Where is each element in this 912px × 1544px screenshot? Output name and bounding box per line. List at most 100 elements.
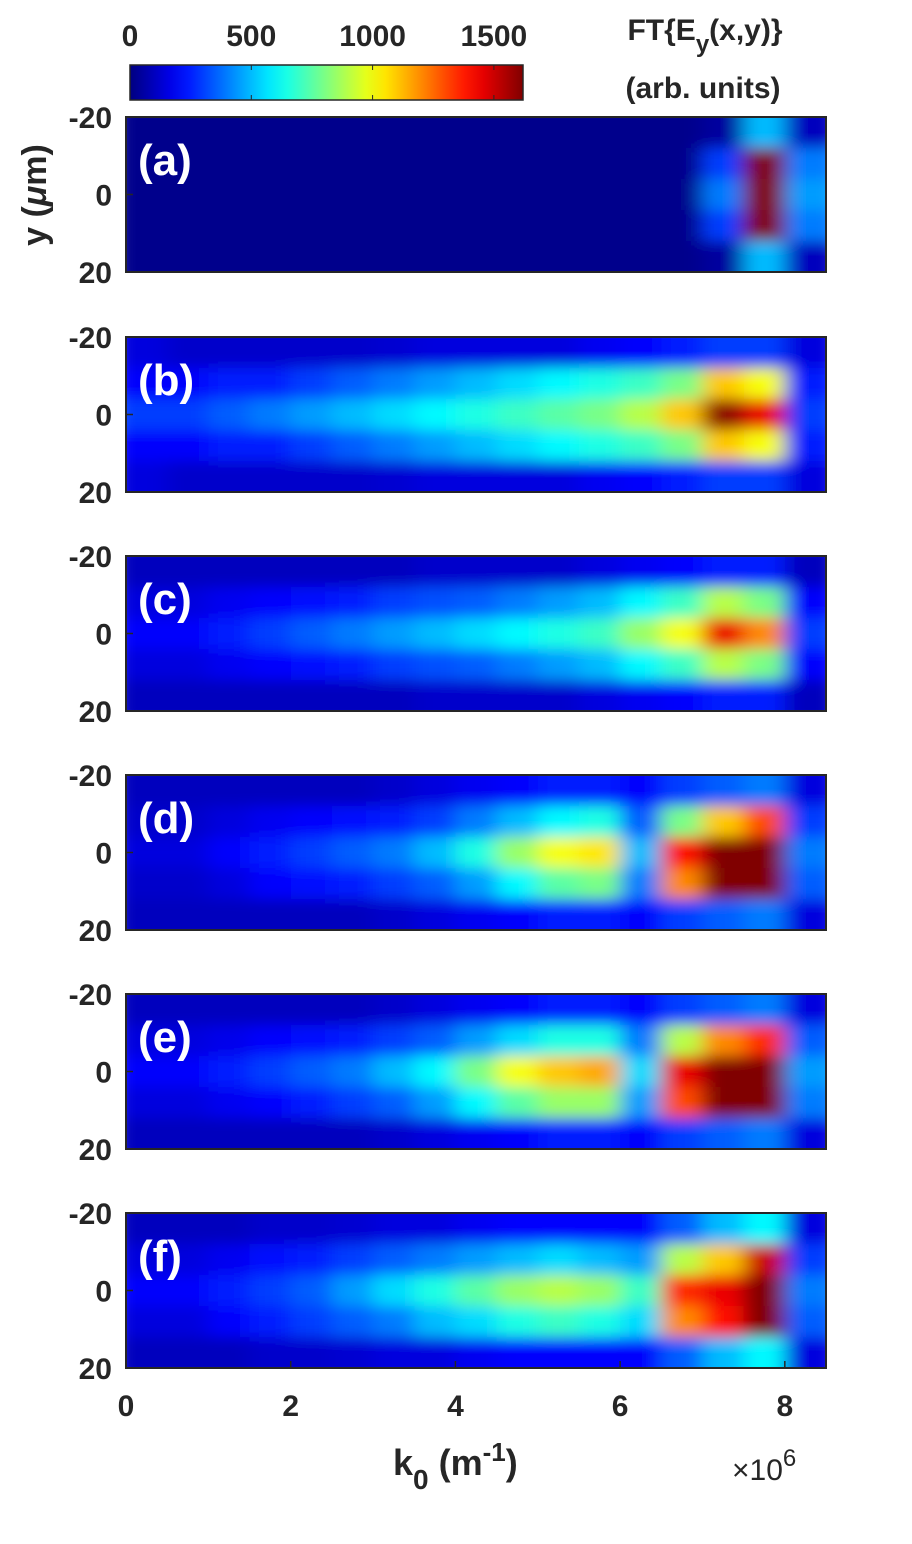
heatmap-cell — [373, 587, 415, 619]
heatmap-cell — [578, 806, 621, 838]
heatmap-cell — [661, 806, 703, 838]
heatmap-cell — [537, 618, 580, 650]
heatmap-cell — [496, 117, 539, 149]
heatmap-cell — [373, 210, 415, 242]
colorbar — [129, 64, 524, 101]
y-tick-label: 20 — [79, 477, 112, 510]
heatmap-cell — [784, 1087, 826, 1119]
heatmap-cell — [373, 241, 415, 272]
heatmap-cell — [661, 210, 703, 242]
heatmap-cell — [414, 680, 456, 711]
heatmap-cell — [537, 461, 580, 492]
heatmap-cell — [661, 368, 703, 400]
heatmap-cell — [249, 1275, 292, 1307]
heatmap-cell — [373, 680, 415, 711]
heatmap-cell — [578, 1213, 621, 1245]
heatmap-cell — [455, 556, 498, 588]
heatmap-cell — [167, 649, 209, 681]
heatmap-cell — [496, 368, 539, 400]
heatmap-cell — [784, 556, 826, 588]
heatmap-cell — [414, 1056, 456, 1088]
heatmap-cell — [414, 868, 456, 900]
heatmap-cell — [578, 868, 621, 900]
heatmap-cell — [743, 148, 786, 180]
panel-label: (b) — [138, 356, 194, 405]
heatmap-cell — [249, 1056, 292, 1088]
heatmap-cell — [702, 241, 745, 272]
heatmap-cell — [702, 1118, 745, 1149]
heatmap-cell — [249, 368, 292, 400]
heatmap-cell — [167, 1275, 209, 1307]
heatmap-cell — [249, 179, 292, 211]
heatmap-cell — [373, 1087, 415, 1119]
heatmap-cell — [620, 1275, 662, 1307]
heatmap-cell — [208, 210, 251, 242]
heatmap-cell — [167, 117, 209, 149]
heatmap-cell — [167, 368, 209, 400]
heatmap-cell — [661, 241, 703, 272]
heatmap-cell — [126, 649, 168, 681]
heatmap-cell — [290, 618, 333, 650]
heatmap-cell — [126, 117, 168, 149]
heatmap-cell — [167, 1087, 209, 1119]
heatmap-cell — [167, 680, 209, 711]
heatmap-cell — [249, 899, 292, 930]
heatmap-cell — [373, 399, 415, 431]
heatmap-cell — [249, 117, 292, 149]
heatmap-cell — [578, 337, 621, 369]
heatmap-cell — [455, 837, 498, 869]
heatmap-cell — [208, 461, 251, 492]
heatmap-cell — [290, 241, 333, 272]
heatmap-cell — [249, 775, 292, 807]
heatmap-cell — [414, 899, 456, 930]
x-label-close: ) — [506, 1442, 518, 1483]
heatmap-cell — [661, 337, 703, 369]
heatmap-cell — [496, 179, 539, 211]
heatmap-cell — [331, 837, 374, 869]
x-label-sup: -1 — [483, 1437, 506, 1467]
heatmap-cell — [743, 899, 786, 930]
heatmap-cell — [496, 775, 539, 807]
heatmap-cell — [455, 179, 498, 211]
heatmap-cell — [578, 1244, 621, 1276]
heatmap-cell — [620, 399, 662, 431]
heatmap-cell — [661, 1087, 703, 1119]
heatmap-cell — [331, 399, 374, 431]
heatmap-cell — [537, 1087, 580, 1119]
heatmap-cell — [290, 337, 333, 369]
heatmap-cell — [620, 994, 662, 1026]
heatmap-cell — [455, 775, 498, 807]
heatmap-cell — [414, 1025, 456, 1057]
y-label-main: y ( — [16, 206, 54, 246]
heatmap-cell — [126, 994, 168, 1026]
heatmap-cell — [743, 1337, 786, 1368]
heatmap-cell — [373, 337, 415, 369]
y-tick-label: -20 — [69, 1198, 112, 1231]
heatmap-cell — [167, 1213, 209, 1245]
y-tick-label: 20 — [79, 257, 112, 290]
heatmap-cell — [331, 1213, 374, 1245]
heatmap-cell — [126, 461, 168, 492]
heatmap-cell — [208, 1244, 251, 1276]
heatmap-cell — [126, 556, 168, 588]
heatmap-cell — [208, 837, 251, 869]
y-tick-label: -20 — [69, 322, 112, 355]
heatmap-cell — [455, 1306, 498, 1338]
heatmap-cell — [496, 337, 539, 369]
y-label-rest: m) — [16, 144, 54, 186]
heatmap-cell — [455, 117, 498, 149]
heatmap-cell — [702, 1275, 745, 1307]
heatmap-cell — [620, 1306, 662, 1338]
heatmap-cell — [537, 430, 580, 462]
heatmap-cell — [414, 775, 456, 807]
heatmap-cell — [414, 837, 456, 869]
y-tick-label: 20 — [79, 1134, 112, 1167]
heatmap-cell — [208, 649, 251, 681]
y-tick-label: -20 — [69, 541, 112, 574]
heatmap-cell — [331, 241, 374, 272]
heatmap-cell — [661, 1118, 703, 1149]
heatmap-cell — [249, 680, 292, 711]
heatmap-cell — [249, 430, 292, 462]
heatmap-cell — [620, 775, 662, 807]
heatmap-cell — [373, 179, 415, 211]
